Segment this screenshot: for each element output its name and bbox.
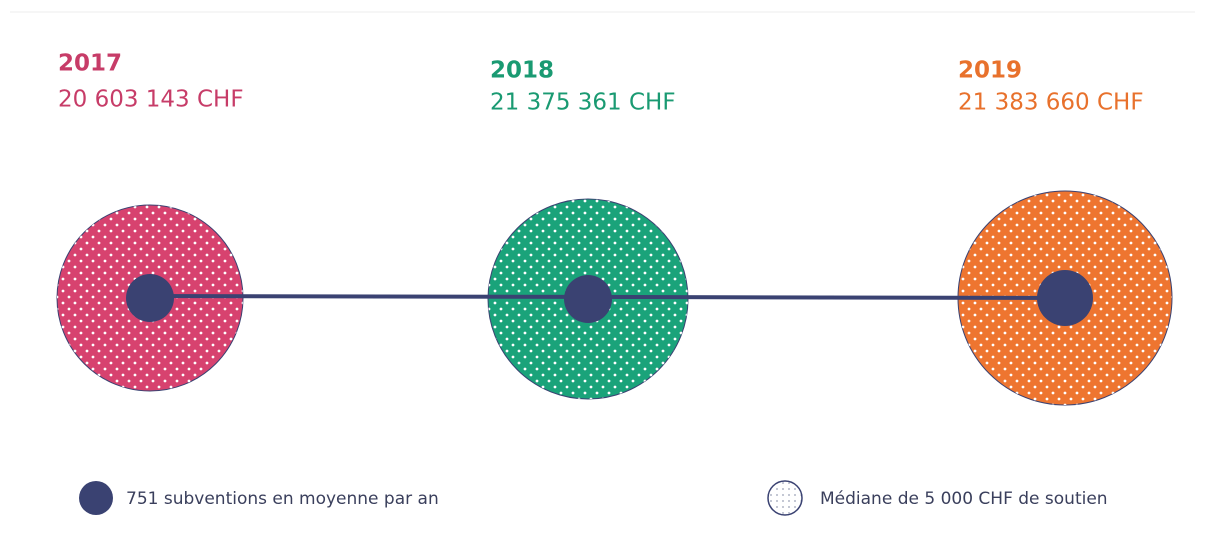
center-dot bbox=[1037, 270, 1093, 326]
amount: 21 383 660 CHF bbox=[958, 90, 1144, 116]
center-dot bbox=[126, 274, 174, 322]
legend-text: Médiane de 5 000 CHF de soutien bbox=[820, 489, 1108, 509]
year: 2018 bbox=[490, 58, 554, 84]
year: 2019 bbox=[958, 58, 1022, 84]
year: 2017 bbox=[58, 51, 122, 77]
legend-dot bbox=[79, 481, 113, 515]
legend-dotted-circle bbox=[767, 480, 803, 516]
legend-text: 751 subventions en moyenne par an bbox=[126, 489, 439, 509]
amount: 20 603 143 CHF bbox=[58, 87, 244, 113]
amount: 21 375 361 CHF bbox=[490, 90, 676, 116]
center-dot bbox=[564, 275, 612, 323]
